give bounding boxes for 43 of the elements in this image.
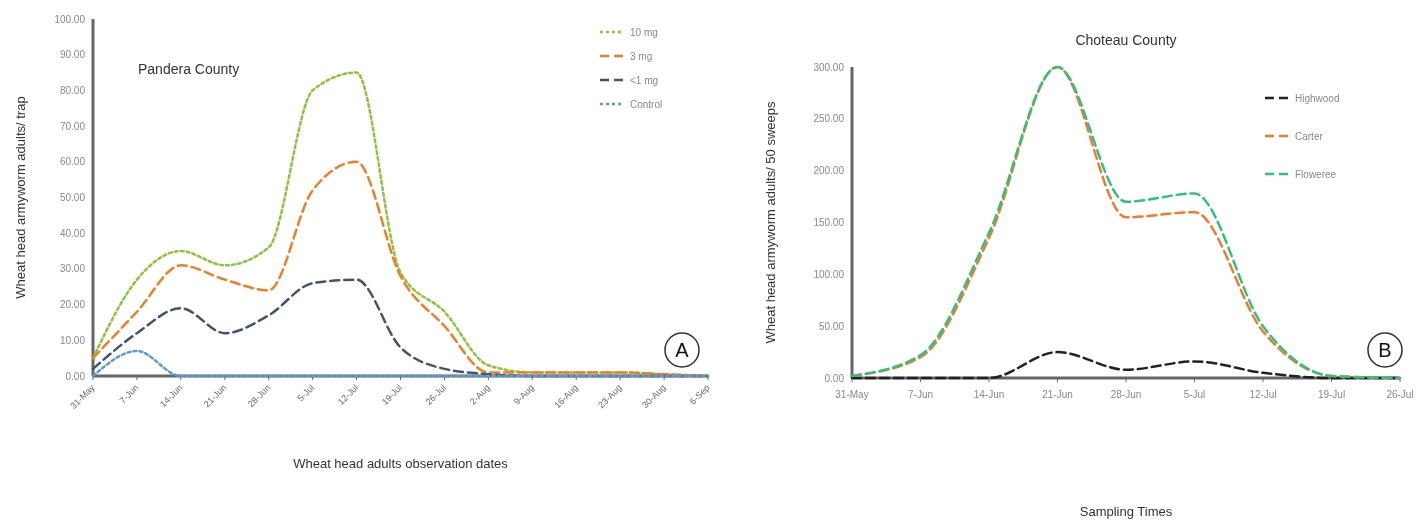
y-tick-label: 40.00 [59, 227, 86, 239]
y-tick-label: 100.00 [813, 268, 845, 280]
x-axis-title: Sampling Times [1079, 504, 1173, 519]
legend-label: 3 mg [630, 50, 653, 62]
x-tick-label: 5-Jul [1183, 389, 1206, 400]
legend-label: 10 mg [630, 26, 658, 38]
y-tick-label: 20.00 [59, 299, 86, 311]
y-tick-label: 200.00 [813, 165, 845, 177]
legend-label: Carter [1295, 130, 1324, 142]
y-tick-label: 50.00 [59, 192, 86, 203]
y-tick-label: 60.00 [59, 156, 86, 168]
y-tick-label: 10.00 [59, 334, 86, 346]
x-tick-label: 12-Jul [1249, 389, 1277, 400]
y-tick-label: 70.00 [59, 120, 86, 132]
y-axis-title: Wheat head armyworm adults/ trap [12, 96, 28, 299]
legend-label: Control [630, 98, 663, 110]
x-axis-title: Wheat head adults observation dates [293, 456, 509, 471]
annotation: A [675, 339, 690, 361]
y-tick-label: 100.00 [54, 13, 86, 25]
y-tick-label: 80.00 [59, 84, 86, 96]
x-tick-label: 28-Jun [1110, 389, 1142, 400]
chart-title: Choteau County [1075, 32, 1177, 48]
y-tick-label: 300.00 [813, 61, 845, 73]
y-tick-label: 30.00 [59, 263, 86, 275]
x-tick-label: 31-May [835, 389, 869, 400]
legend-label: Highwood [1295, 92, 1340, 104]
x-tick-label: 19-Jul [1317, 389, 1346, 400]
line-series [850, 65, 1402, 380]
y-tick-label: 150.00 [813, 217, 845, 228]
y-tick-label: 0.00 [65, 370, 86, 382]
x-tick-label: 14-Jun [973, 389, 1005, 400]
legend-label: Floweree [1295, 168, 1337, 180]
y-tick-label: 250.00 [813, 113, 845, 125]
text: Pandera County [138, 61, 240, 77]
x-tick-label: 21-Jun [1042, 389, 1073, 400]
y-tick-label: 50.00 [818, 320, 845, 332]
annotation: B [1378, 339, 1392, 361]
y-axis-title: Wheat head armyworm adults/ 50 sweeps [762, 100, 778, 344]
y-tick-label: 0.00 [824, 372, 845, 384]
x-tick-label: 7-Jun [907, 389, 934, 400]
legend-label: <1 mg [630, 74, 659, 86]
y-tick-label: 90.00 [59, 49, 86, 61]
x-tick-label: 26-Jul [1386, 389, 1414, 400]
